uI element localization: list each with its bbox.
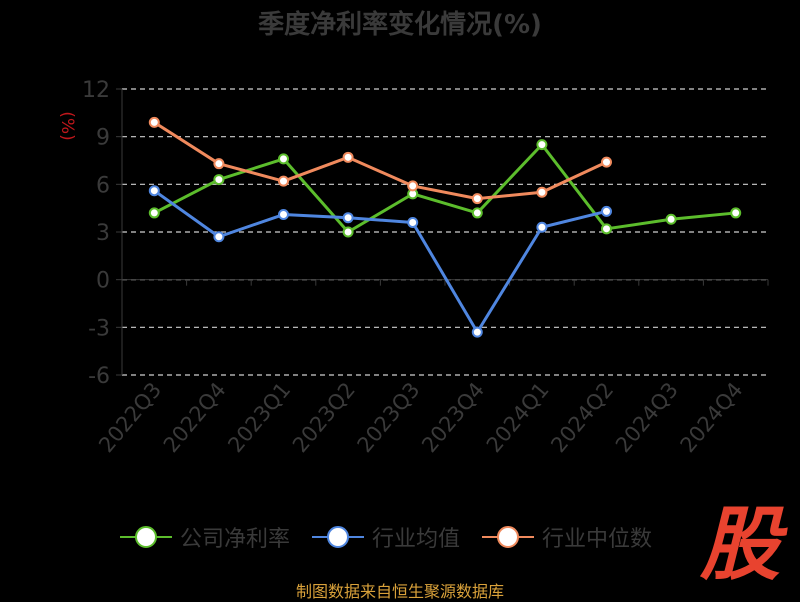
x-tick-label: 2023Q1 [223,378,295,457]
data-point [407,216,419,228]
data-point [148,116,160,128]
data-point [471,326,483,338]
legend-item-industry-mean[interactable]: 行业均值 [312,521,460,553]
data-source-note: 制图数据来自恒生聚源数据库 [295,582,504,601]
y-tick-label: -3 [88,316,110,341]
data-point [342,151,354,163]
series [148,116,742,338]
x-tick-label: 2023Q3 [353,378,425,457]
data-point [536,139,548,151]
x-tick-label: 2024Q1 [482,378,554,457]
x-tick-label: 2024Q3 [611,378,683,457]
x-tick-label: 2023Q2 [288,378,360,457]
data-point [278,175,289,187]
data-point [601,205,612,217]
y-tick-label: 6 [96,173,110,198]
series-1 [148,185,612,338]
series-line [153,189,607,334]
data-point [730,207,742,219]
y-tick-label: -6 [88,364,110,389]
series-line [153,121,608,201]
legend-label-company: 公司净利率 [180,527,291,552]
series-2 [148,116,612,205]
data-point [407,180,419,192]
legend-label-industry-mean: 行业均值 [372,527,461,552]
y-tick-label: 12 [82,78,110,103]
data-point [601,156,612,168]
data-point [213,158,225,170]
y-tick-label: 0 [96,269,110,294]
x-tick-label: 2024Q4 [676,378,748,457]
data-point [148,207,160,219]
x-tick-label: 2023Q4 [417,378,489,457]
series-0 [148,139,742,238]
data-point [278,153,289,165]
data-point [471,207,483,219]
data-point [342,212,354,224]
data-point [536,186,548,198]
legend-swatch-industry-median [482,525,535,549]
data-point [213,231,225,243]
brand-logo: 股 [700,498,780,591]
data-point [213,174,225,186]
chart-title: 季度净利率变化情况(%) [258,10,542,40]
series-line [153,143,736,234]
legend: 公司净利率 行业均值 行业中位数 [120,520,674,554]
legend-swatch-company [120,525,172,549]
legend-label-industry-median: 行业中位数 [542,527,653,552]
tick-labels: 12 9 6 3 0 -3 -62022Q32022Q42023Q12023Q22023Q3… [57,78,748,457]
legend-item-industry-median[interactable]: 行业中位数 [482,521,652,553]
y-axis-unit-label: (%) [57,111,77,140]
y-tick-label: 3 [96,221,110,246]
x-tick-label: 2022Q3 [94,378,166,457]
x-tick-label: 2022Q4 [159,378,231,457]
data-point [536,221,548,233]
data-point [278,209,289,221]
legend-swatch-industry-mean [312,525,365,549]
data-point [471,193,483,205]
legend-item-company[interactable]: 公司净利率 [120,521,290,553]
data-point [601,223,612,235]
y-tick-label: 9 [96,126,110,151]
data-point [342,226,354,238]
x-tick-label: 2024Q2 [546,378,618,457]
data-point [148,185,160,197]
data-point [665,213,677,225]
